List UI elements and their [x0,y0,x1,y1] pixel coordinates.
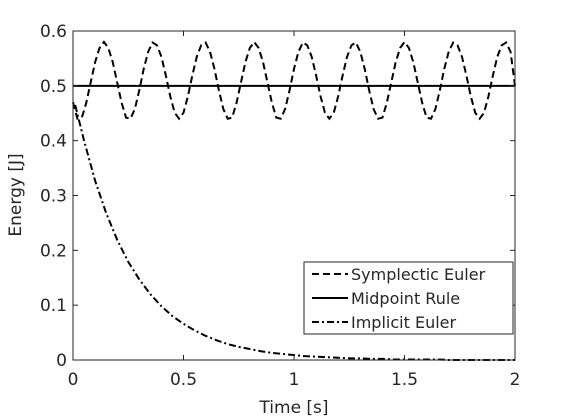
x-tick-label: 2 [510,370,521,390]
y-tick-label: 0.1 [40,296,67,316]
y-tick-label: 0.6 [40,22,67,42]
y-tick-label: 0.3 [40,187,67,207]
x-axis-label: Time [s] [258,398,328,418]
y-tick-label: 0.5 [40,77,67,97]
x-tick-label: 1.5 [391,370,418,390]
ticks-layer: 0 0.5 1 1.5 2 0 0.1 0.2 0.3 0.4 0.5 0.6 [40,22,520,390]
legend-entry-label: Midpoint Rule [351,289,460,308]
y-tick-label: 0.4 [40,132,67,152]
legend-entry-label: Implicit Euler [351,313,456,332]
legend: Symplectic Euler Midpoint Rule Implicit Eu… [303,261,514,335]
x-tick-label: 0.5 [170,370,197,390]
y-tick-label: 0 [56,351,67,371]
x-tick-label: 1 [289,370,300,390]
x-tick-label: 0 [68,370,79,390]
y-axis-label: Energy [J] [6,153,26,236]
series-line-1 [72,40,516,121]
y-tick-label: 0.2 [40,241,67,261]
legend-entry-label: Symplectic Euler [351,265,486,284]
